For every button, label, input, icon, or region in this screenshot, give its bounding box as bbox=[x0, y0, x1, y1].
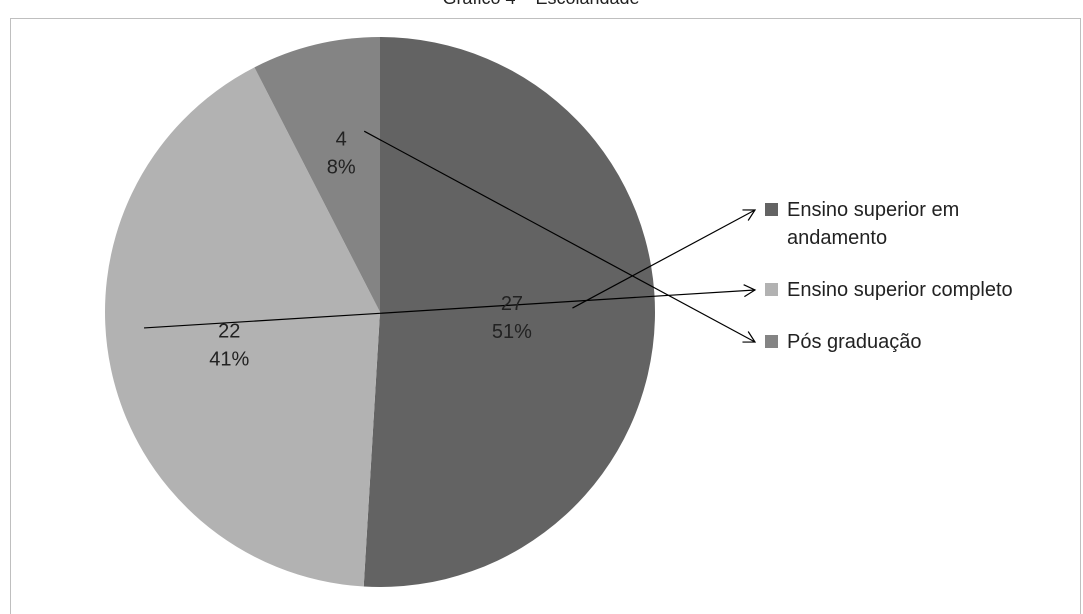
data-label-percent-pos-graduacao: 8% bbox=[327, 157, 356, 179]
chart-title: Gráfico 4 – Escolaridade bbox=[442, 0, 639, 8]
legend-label-ensino-superior-em-andamento: Ensino superior em bbox=[787, 199, 959, 221]
legend-label-ensino-superior-completo: Ensino superior completo bbox=[787, 279, 1013, 301]
leader-arrows bbox=[144, 130, 757, 343]
data-label-percent-ensino-superior-em-andamento: 51% bbox=[492, 321, 532, 343]
leader-arrow-pos-graduacao bbox=[363, 130, 757, 343]
legend-label-pos-graduacao: Pós graduação bbox=[787, 331, 922, 353]
data-label-value-ensino-superior-em-andamento: 27 bbox=[501, 293, 523, 315]
data-labels: 27 51% 22 41% 4 8% bbox=[209, 129, 532, 371]
data-label-value-pos-graduacao: 4 bbox=[336, 129, 347, 151]
pie bbox=[104, 37, 656, 587]
leader-arrow-ensino-superior-completo bbox=[144, 284, 757, 329]
legend-swatch-pos-graduacao bbox=[765, 335, 778, 348]
data-label-value-ensino-superior-completo: 22 bbox=[218, 321, 240, 343]
legend-swatch-ensino-superior-em-andamento bbox=[765, 203, 778, 216]
legend: Ensino superior em andamento Ensino superi… bbox=[765, 199, 1013, 353]
legend-swatch-ensino-superior-completo bbox=[765, 283, 778, 296]
pie-slice-pos-graduacao bbox=[254, 37, 380, 312]
data-label-percent-ensino-superior-completo: 41% bbox=[209, 349, 249, 371]
legend-label-ensino-superior-em-andamento-line-2: andamento bbox=[787, 227, 887, 249]
leader-arrow-ensino-superior-em-andamento bbox=[572, 209, 757, 309]
pie-slice-ensino-superior-em-andamento bbox=[363, 37, 656, 587]
pie-slice-ensino-superior-completo bbox=[104, 67, 381, 587]
